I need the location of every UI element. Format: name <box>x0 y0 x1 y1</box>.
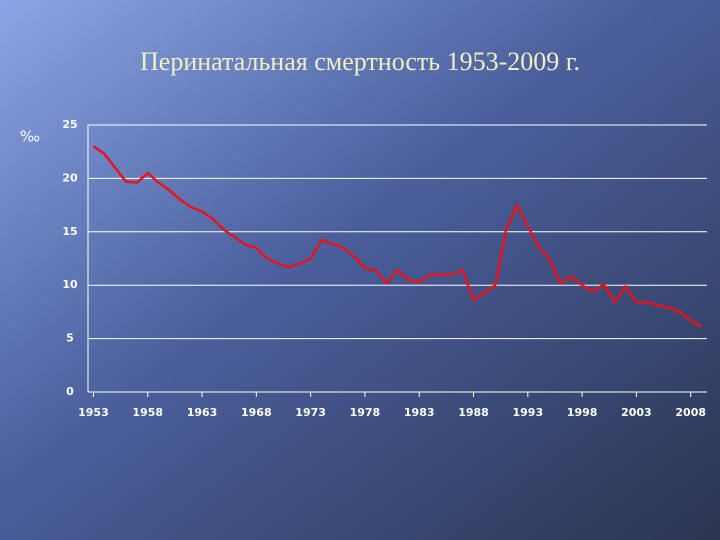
x-tick-label: 1993 <box>513 406 544 419</box>
y-tick-label: 25 <box>62 118 77 131</box>
y-tick-label: 15 <box>62 225 77 238</box>
x-tick-label: 1978 <box>350 406 381 419</box>
x-tick-label: 1998 <box>567 406 598 419</box>
x-tick-label: 1973 <box>295 406 326 419</box>
y-axis-label: ‰ <box>20 128 40 146</box>
x-tick-label: 1963 <box>187 406 218 419</box>
x-tick-label: 1988 <box>458 406 489 419</box>
x-tick-label: 2003 <box>621 406 652 419</box>
y-tick-label: 0 <box>66 385 74 398</box>
x-tick-label: 1983 <box>404 406 435 419</box>
x-tick-label: 1953 <box>78 406 109 419</box>
chart-title: Перинатальная смертность 1953-2009 г. <box>140 47 580 76</box>
data-line <box>92 145 703 328</box>
y-tick-label: 20 <box>62 171 78 184</box>
x-tick-label: 1968 <box>241 406 272 419</box>
y-tick-label: 10 <box>62 278 78 291</box>
x-tick-label: 2008 <box>675 406 706 419</box>
x-tick-label: 1958 <box>132 406 163 419</box>
y-tick-label: 5 <box>66 332 74 345</box>
